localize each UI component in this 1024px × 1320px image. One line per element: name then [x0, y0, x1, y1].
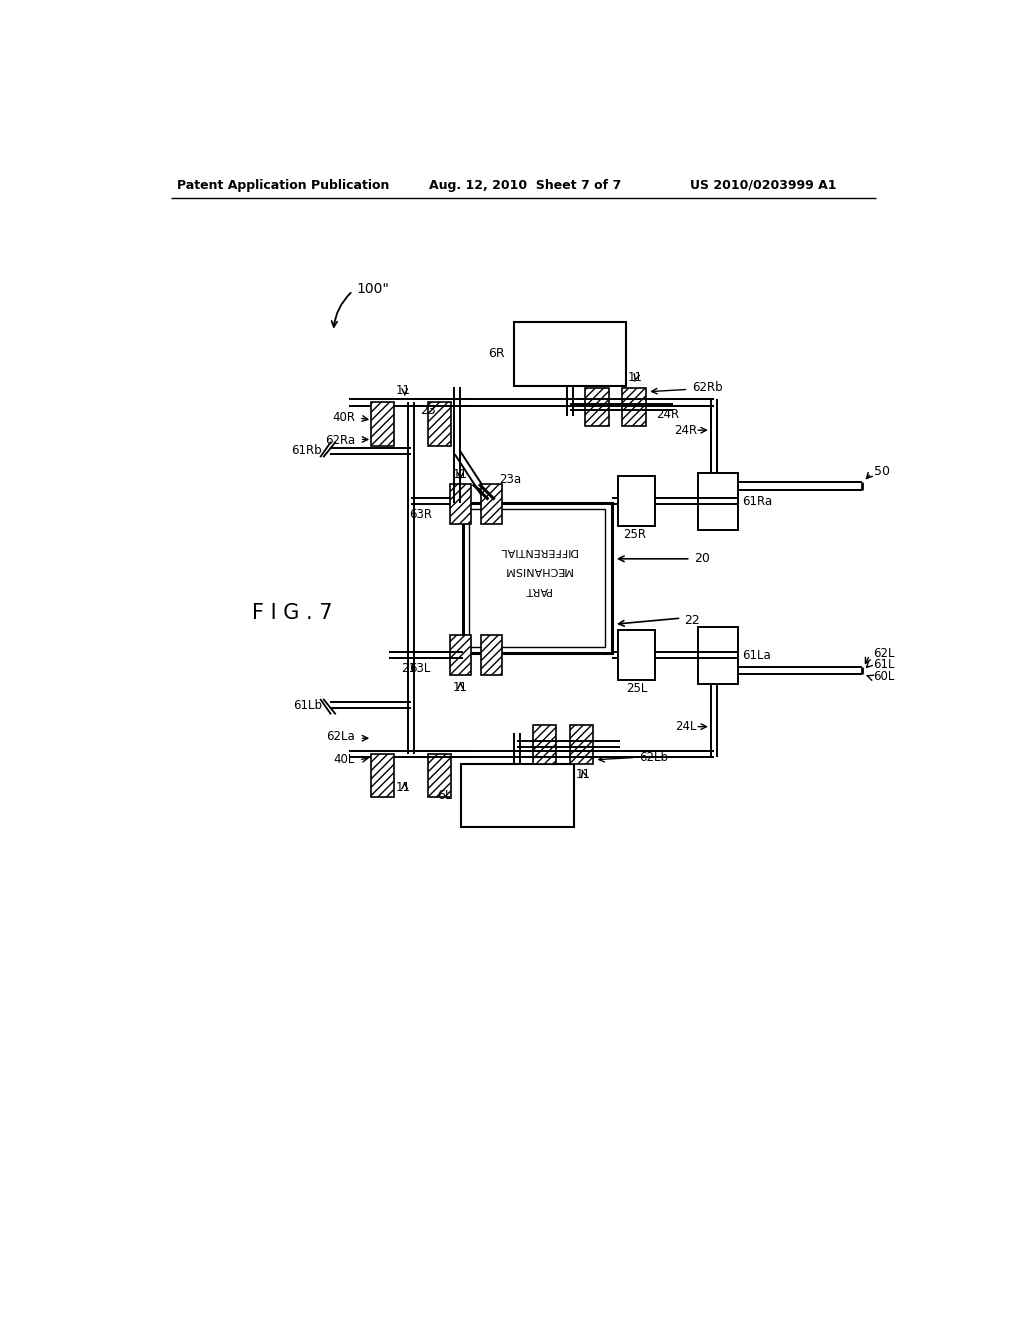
Text: F I G . 7: F I G . 7	[252, 603, 333, 623]
Text: 61Ra: 61Ra	[742, 495, 773, 508]
Text: Patent Application Publication: Patent Application Publication	[177, 178, 389, 191]
Text: 62Rb: 62Rb	[692, 381, 723, 395]
Text: 11: 11	[395, 384, 411, 397]
Text: 22: 22	[684, 614, 700, 627]
Bar	[480, 484, 503, 524]
Text: 61Rb: 61Rb	[291, 445, 322, 458]
Bar	[480, 635, 503, 675]
Bar	[697, 473, 738, 531]
Text: PART: PART	[523, 585, 551, 594]
Bar	[569, 725, 593, 763]
Text: 62Lb: 62Lb	[640, 751, 669, 764]
Text: 40L: 40L	[334, 754, 355, 767]
Text: 100": 100"	[356, 282, 389, 296]
Bar	[428, 403, 452, 446]
Bar	[514, 322, 627, 385]
Bar	[461, 763, 573, 826]
Text: 11: 11	[628, 371, 643, 384]
Text: 62La: 62La	[327, 730, 355, 743]
Text: 62Ra: 62Ra	[325, 434, 355, 447]
Text: 24R: 24R	[656, 408, 679, 421]
Text: 61L: 61L	[873, 657, 895, 671]
Bar	[450, 484, 471, 524]
Text: 24L: 24L	[676, 721, 697, 733]
Bar	[586, 388, 608, 426]
Text: DIFFERENTIAL: DIFFERENTIAL	[498, 546, 577, 556]
Bar	[617, 631, 655, 680]
Bar	[697, 627, 738, 684]
Text: US 2010/0203999 A1: US 2010/0203999 A1	[690, 178, 837, 191]
Bar	[469, 508, 605, 647]
Text: 21: 21	[401, 663, 416, 676]
Text: 50: 50	[873, 465, 890, 478]
Text: 62L: 62L	[873, 647, 895, 660]
Bar	[623, 388, 646, 426]
Text: 20: 20	[693, 552, 710, 565]
Bar	[617, 477, 655, 525]
Bar	[371, 403, 394, 446]
Text: 25L: 25L	[626, 682, 647, 696]
Text: 23a: 23a	[500, 473, 521, 486]
Bar	[450, 635, 471, 675]
Bar	[532, 725, 556, 763]
Text: 23: 23	[420, 404, 435, 417]
Text: 63L: 63L	[410, 663, 431, 676]
Text: Aug. 12, 2010  Sheet 7 of 7: Aug. 12, 2010 Sheet 7 of 7	[429, 178, 621, 191]
Text: 61Lb: 61Lb	[293, 698, 322, 711]
Text: 61La: 61La	[742, 649, 771, 663]
Bar	[463, 503, 611, 653]
Text: 63R: 63R	[409, 508, 432, 521]
Text: 24R: 24R	[674, 424, 697, 437]
Text: 40R: 40R	[332, 412, 355, 425]
Text: 60L: 60L	[873, 671, 895, 684]
Text: 11: 11	[453, 681, 468, 694]
Text: 11: 11	[453, 467, 468, 480]
Text: 6L: 6L	[437, 788, 452, 801]
Bar	[371, 754, 394, 797]
Text: MECHANISM: MECHANISM	[503, 565, 571, 576]
Text: 11: 11	[395, 781, 411, 795]
Text: 6R: 6R	[488, 347, 505, 360]
Text: 11: 11	[575, 768, 591, 781]
Bar	[428, 754, 452, 797]
Text: 25R: 25R	[624, 528, 646, 541]
